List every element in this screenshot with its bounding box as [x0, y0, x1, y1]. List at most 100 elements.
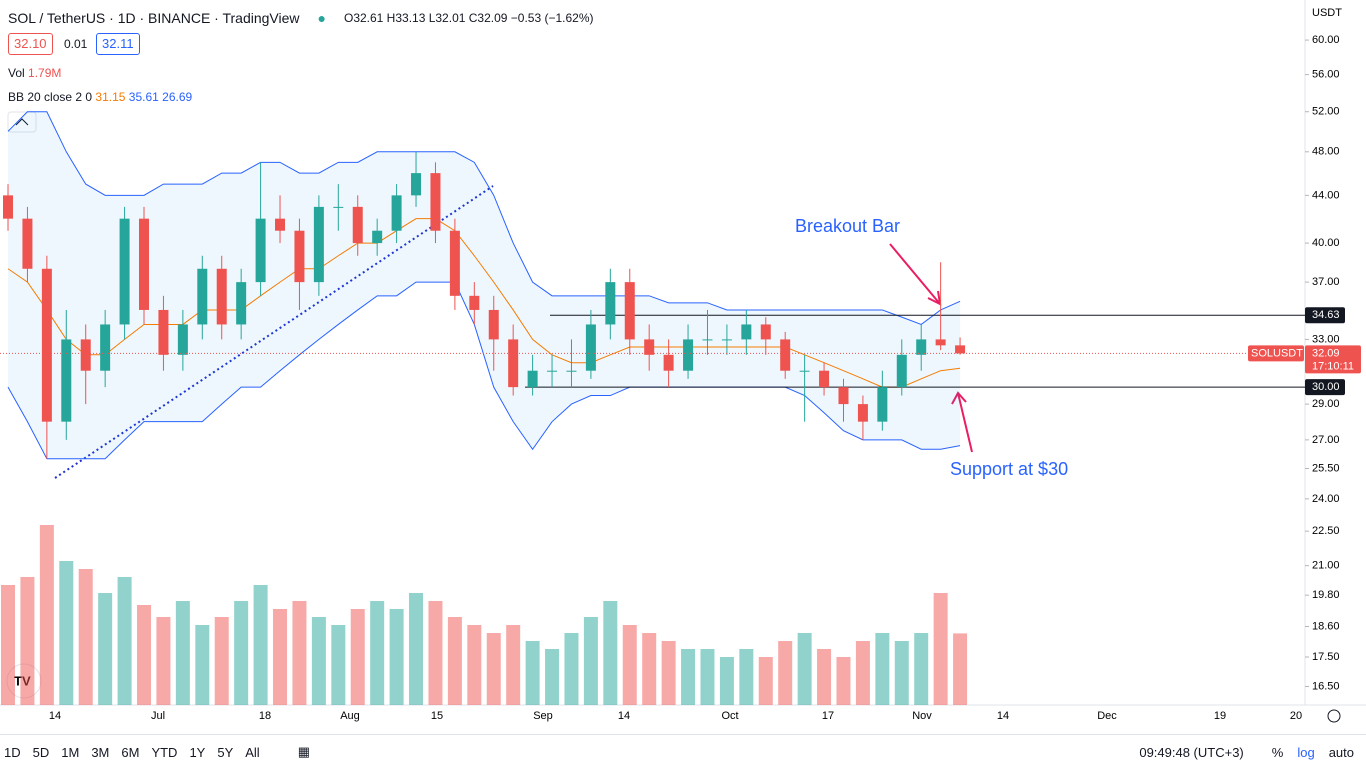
volume-bar [370, 601, 385, 705]
value: 31.15 [95, 90, 126, 104]
candle-body [313, 206, 324, 283]
candle-body [119, 218, 130, 325]
x-tick-label: 17 [822, 710, 834, 722]
range-button[interactable]: 5D [32, 744, 50, 760]
calendar-icon[interactable]: ▦ [297, 744, 310, 759]
candle-body [605, 282, 616, 325]
bottom-toolbar: 1D 5D 1M 3M 6M YTD 1Y 5Y All ▦ 09:49:48 (UTC+3) … [0, 734, 1366, 769]
candle-body [430, 173, 441, 231]
candle-body [469, 295, 480, 310]
range-button[interactable]: 1Y [189, 744, 206, 760]
y-tick-label: 16.50 [1312, 680, 1340, 692]
label: BB 20 close 2 0 [8, 90, 93, 104]
sell-button[interactable]: 32.10 [8, 33, 53, 55]
volume-bar [933, 593, 948, 705]
candle-body [61, 339, 72, 422]
candle-body [799, 370, 810, 372]
x-tick-label: Dec [1097, 710, 1117, 722]
currency: USDT [1312, 7, 1342, 19]
range-button[interactable]: 1M [61, 744, 80, 760]
level-tag [1305, 379, 1345, 396]
candle-body [896, 354, 907, 388]
volume-bar [894, 641, 909, 705]
volume-bar [545, 649, 560, 705]
y-tick-label: 27.00 [1312, 434, 1340, 446]
candle-body [819, 370, 830, 388]
candle-body [216, 268, 227, 325]
percent[interactable]: % [1271, 744, 1284, 760]
range-button[interactable]: 5Y [217, 744, 234, 760]
x-tick-label: 15 [431, 710, 443, 722]
volume-bar [681, 649, 696, 705]
y-tick-label: 24.00 [1312, 493, 1340, 505]
buy-button[interactable]: 32.11 [96, 33, 140, 55]
arrow [889, 243, 942, 306]
candle-body [411, 173, 422, 196]
candle-body [139, 218, 150, 310]
volume-bar [78, 569, 93, 705]
candle-body [236, 282, 247, 325]
level-label: 34.63 [1312, 309, 1340, 321]
y-tick-label: 56.00 [1312, 69, 1340, 81]
countdown: 17:10:11 [1312, 360, 1354, 372]
collapse-button[interactable] [7, 111, 37, 133]
x-tick-label: Jul [151, 710, 165, 722]
volume-bar [817, 649, 832, 705]
range-button[interactable]: 6M [121, 744, 140, 760]
price-tag [1305, 345, 1361, 374]
candle-body [916, 339, 927, 355]
volume-bar [758, 657, 773, 705]
volume-bar [389, 609, 404, 705]
y-tick-label: 29.00 [1312, 398, 1340, 410]
price-label: 32.09 [1312, 347, 1340, 359]
y-tick-label: 25.50 [1312, 462, 1340, 474]
candle-body [100, 324, 111, 371]
range-button[interactable]: 3M [91, 744, 110, 760]
log[interactable]: log [1297, 744, 1315, 760]
y-tick-label: 44.00 [1312, 189, 1340, 201]
y-tick-label: 37.00 [1312, 276, 1340, 288]
candle-body [22, 218, 33, 269]
candle-body [255, 218, 266, 283]
ranges: 1D 5D 1M 3M 6M YTD 1Y 5Y All [4, 745, 260, 760]
candle-body [955, 345, 966, 354]
volume-bar [467, 625, 482, 705]
candle-body [80, 339, 91, 371]
auto[interactable]: auto [1328, 744, 1354, 760]
arrow [951, 391, 973, 453]
volume-bar [39, 525, 54, 705]
candle-body [857, 404, 868, 422]
volume-bar [622, 625, 637, 705]
volume-bar [195, 625, 210, 705]
volume-bar [525, 641, 540, 705]
range-button[interactable]: All [245, 744, 260, 760]
bb-fill [8, 111, 961, 459]
volume-bar [583, 617, 598, 705]
candle-body [372, 230, 383, 244]
candle-body [741, 324, 752, 340]
value: 1.79M [28, 66, 62, 80]
settings-icon[interactable] [1327, 709, 1341, 723]
label: Vol [8, 66, 25, 80]
candle-body [547, 370, 558, 372]
annotation: Breakout Bar [795, 216, 900, 236]
candle-body [838, 387, 849, 405]
volume-bar [234, 601, 249, 705]
candle-body [663, 354, 674, 371]
volume-bar [350, 609, 365, 705]
x-tick-label: 14 [997, 710, 1009, 722]
range-button[interactable]: 1D [4, 744, 21, 760]
y-tick-label: 21.00 [1312, 560, 1340, 572]
range-button[interactable]: YTD [151, 744, 178, 760]
value: 26.69 [162, 90, 193, 104]
volume-bar [953, 633, 968, 705]
x-tick-label: Nov [912, 710, 932, 722]
candle-body [508, 339, 519, 388]
clock: 09:49:48 (UTC+3) [1139, 744, 1244, 760]
x-tick-label: 19 [1214, 710, 1226, 722]
y-tick-label: 48.00 [1312, 146, 1340, 158]
y-tick-label: 40.00 [1312, 237, 1340, 249]
candle-body [294, 230, 305, 283]
volume-bar [1, 585, 15, 705]
candle-body [391, 195, 402, 231]
